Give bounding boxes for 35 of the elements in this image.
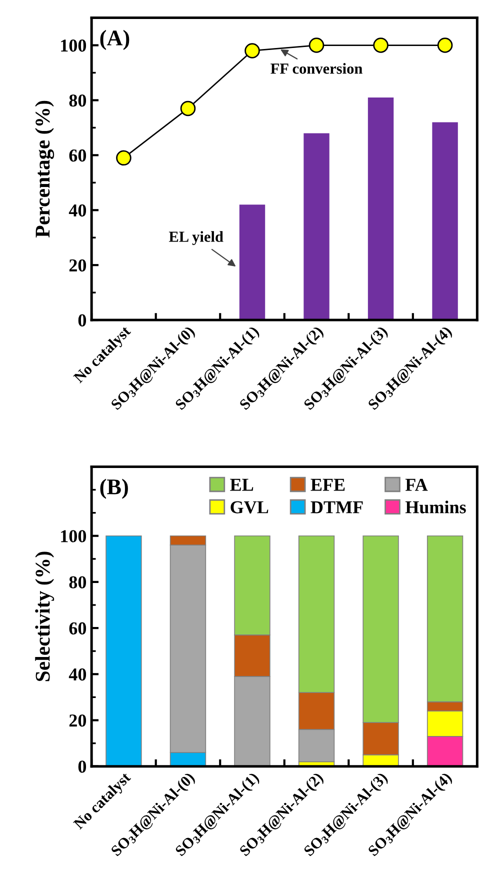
legend-label: EFE: [310, 478, 345, 491]
y-tick-label: 40: [68, 204, 86, 217]
y-tick-label: 0: [78, 314, 86, 326]
series-label: EL yield: [168, 231, 224, 246]
bar: [432, 122, 458, 320]
bar: [304, 133, 330, 320]
y-axis-title: Selectivity (%): [35, 552, 54, 682]
y-tick-label: 40: [68, 668, 86, 681]
chart-title: (B): [100, 478, 128, 499]
y-tick-label: 60: [69, 622, 86, 634]
y-axis-title: Percentage (%): [35, 100, 54, 238]
legend-label: Humins: [405, 500, 466, 514]
legend-label: GVL: [230, 501, 268, 514]
legend-label: EL: [230, 478, 254, 491]
y-tick-label: 20: [69, 714, 86, 727]
y-tick-label: 80: [69, 576, 86, 588]
legend-label: FA: [405, 478, 428, 491]
series-label: FF conversion: [270, 63, 362, 74]
point: [180, 100, 196, 116]
y-tick-label: 20: [69, 259, 86, 272]
point: [437, 38, 453, 53]
chart-title: (A): [100, 30, 130, 50]
y-tick-label: 0: [78, 760, 86, 773]
y-tick-label: 100: [61, 40, 86, 52]
point: [373, 38, 388, 53]
point: [244, 43, 260, 58]
y-tick-label: 80: [69, 94, 86, 107]
y-tick-label: 100: [61, 530, 86, 542]
legend-label: DTMF: [310, 501, 363, 514]
bar: [106, 535, 142, 766]
bar: [239, 204, 266, 320]
point: [308, 38, 324, 53]
y-tick-label: 60: [69, 149, 86, 162]
point: [116, 150, 132, 166]
bar: [368, 97, 394, 320]
